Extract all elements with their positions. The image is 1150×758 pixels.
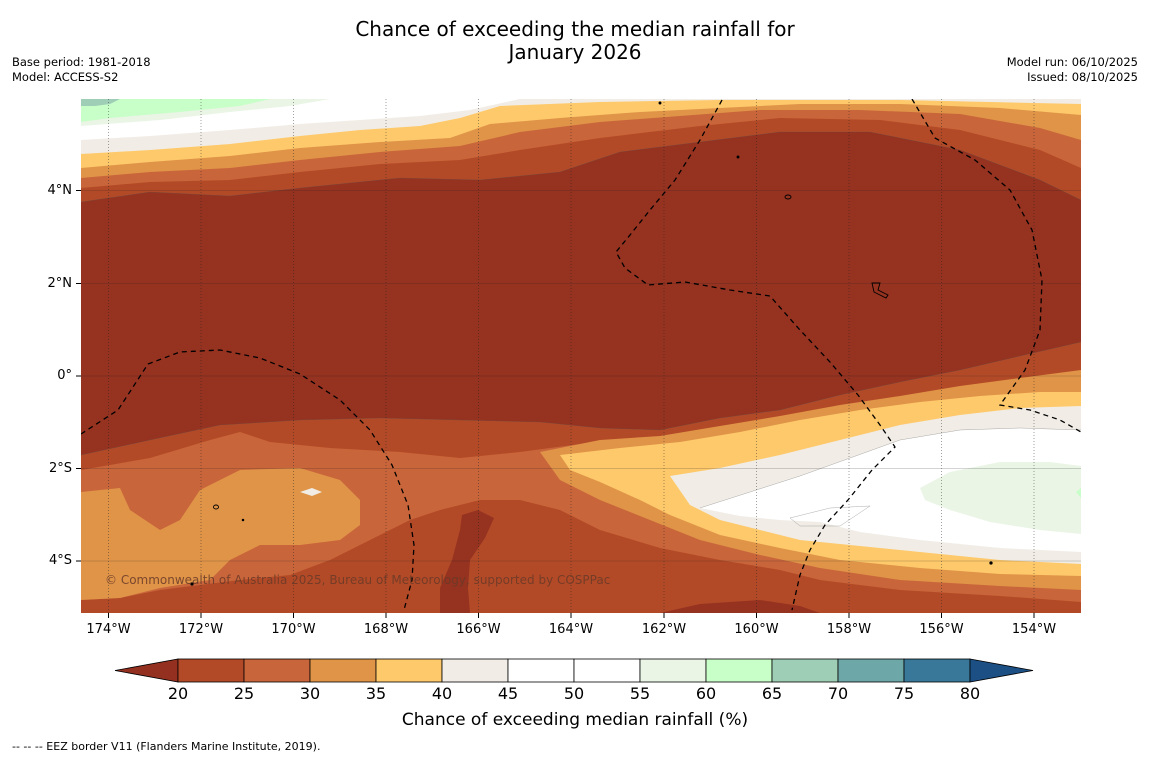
copyright-notice: © Commonwealth of Australia 2025, Bureau… — [105, 573, 611, 587]
colorbar-swatch — [441, 658, 509, 683]
island-dot-3 — [190, 582, 194, 586]
lat-label-4n: 4°N — [47, 182, 73, 198]
colorbar-tick-label: 60 — [695, 684, 717, 703]
title-line-2: January 2026 — [508, 40, 642, 64]
colorbar-tick-label: 75 — [893, 684, 915, 703]
eez-borders — [81, 99, 1081, 611]
model-run-text: Model run: 06/10/2025 — [1006, 55, 1138, 69]
colorbar — [114, 658, 1034, 683]
colorbar-tick-label: 50 — [563, 684, 585, 703]
island-dot-4 — [989, 561, 993, 565]
colorbar-label: Chance of exceeding median rainfall (%) — [401, 710, 749, 730]
islands — [190, 101, 993, 586]
issued-text: Issued: 08/10/2025 — [1027, 70, 1138, 84]
lon-label-166w: 166°W — [456, 622, 501, 637]
model-text: Model: ACCESS-S2 — [12, 70, 119, 84]
small-patch-40 — [300, 488, 322, 496]
colorbar-tick-label: 65 — [761, 684, 783, 703]
contour-lines — [81, 131, 1081, 527]
eez-border-east — [911, 99, 1081, 433]
island-dot-5 — [241, 518, 245, 522]
base-period-text: Base period: 1981-2018 — [12, 55, 151, 69]
colorbar-tick-label: 35 — [365, 684, 387, 703]
colorbar-swatch — [639, 658, 707, 683]
colorbar-swatch — [837, 658, 905, 683]
colorbar-swatch — [375, 658, 443, 683]
island-dot-2 — [736, 155, 740, 159]
eez-legend-footnote: -- -- -- EEZ border V11 (Flanders Marine… — [12, 740, 321, 753]
colorbar-tick-label: 45 — [497, 684, 519, 703]
island-outline — [784, 194, 792, 200]
south-band-60 — [1076, 488, 1081, 498]
north-band-60 — [81, 99, 270, 122]
colorbar-swatch — [507, 658, 575, 683]
colorbar-tick-label: 40 — [431, 684, 453, 703]
colorbar-tick-labels: 20 25 30 35 40 45 50 55 60 65 70 75 80 — [0, 684, 1150, 704]
lat-label-0: 0° — [57, 368, 72, 383]
colorbar-tick-label: 20 — [167, 684, 189, 703]
south-band-55 — [920, 462, 1081, 534]
southeast-low-strip — [660, 600, 820, 613]
lon-label-160w: 160°W — [734, 622, 779, 637]
lon-label-162w: 162°W — [641, 622, 687, 637]
island-dot — [658, 101, 662, 105]
colorbar-swatch — [243, 658, 311, 683]
lat-label-2s: 2°S — [48, 460, 72, 476]
lat-label-4s: 4°S — [48, 553, 72, 568]
lon-label-172w: 172°W — [178, 622, 224, 637]
colorbar-extend-high — [969, 658, 1034, 683]
colorbar-swatch — [177, 658, 245, 683]
colorbar-extend-low — [114, 658, 179, 683]
chart-title: Chance of exceeding the median rainfall … — [0, 18, 1150, 64]
graticule — [81, 99, 1081, 613]
island-outline-atoll — [871, 282, 889, 299]
colorbar-swatch — [705, 658, 773, 683]
south-band-30 — [81, 468, 360, 600]
colorbar-swatch — [573, 658, 641, 683]
lat-label-2n: 2°N — [47, 275, 73, 291]
lon-label-156w: 156°W — [919, 622, 964, 637]
eez-border-west — [81, 349, 415, 611]
meta-left: Base period: 1981-2018 Model: ACCESS-S2 — [12, 55, 151, 85]
south-band-45 — [700, 428, 1081, 552]
lon-label-174w: 174°W — [86, 622, 131, 637]
lon-label-170w: 170°W — [271, 622, 316, 637]
colorbar-swatch — [771, 658, 839, 683]
island-outline-small — [213, 504, 219, 510]
colorbar-swatch — [903, 658, 971, 683]
lon-label-154w: 154°W — [1011, 622, 1057, 637]
low-rain-tongue — [440, 510, 494, 613]
colorbar-tick-label: 70 — [827, 684, 849, 703]
colorbar-tick-label: 55 — [629, 684, 651, 703]
lon-label-168w: 168°W — [363, 622, 409, 637]
colorbar-swatch — [309, 658, 377, 683]
axis-ticks — [76, 190, 1035, 618]
colorbar-tick-label: 30 — [299, 684, 321, 703]
colorbar-tick-label: 25 — [233, 684, 255, 703]
rainfall-map — [81, 99, 1081, 613]
lon-label-164w: 164°W — [548, 622, 594, 637]
lon-label-158w: 158°W — [826, 622, 872, 637]
colorbar-tick-label: 80 — [959, 684, 981, 703]
meta-right: Model run: 06/10/2025 Issued: 08/10/2025 — [1007, 55, 1138, 85]
north-band-65 — [81, 99, 120, 106]
title-line-1: Chance of exceeding the median rainfall … — [355, 17, 795, 41]
eez-border-central — [615, 99, 896, 611]
